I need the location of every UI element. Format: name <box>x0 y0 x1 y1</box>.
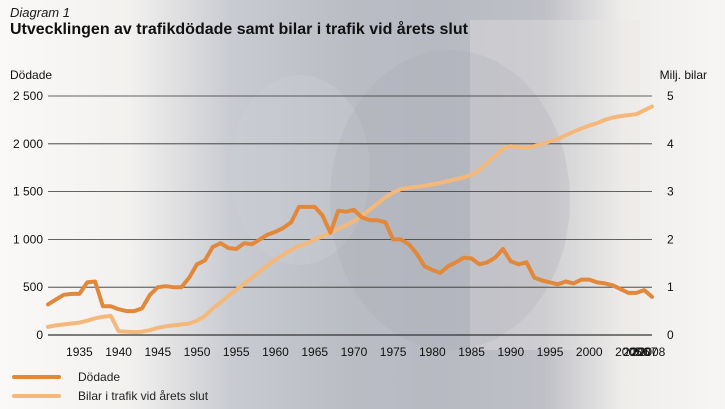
x-tick-label: 2007 <box>631 345 658 359</box>
x-tick-label: 1945 <box>144 345 171 359</box>
x-tick-label: 2006 <box>623 345 650 359</box>
chart-title: Utvecklingen av trafikdödade samt bilar … <box>10 21 468 38</box>
x-tick-label: 2005 <box>615 345 642 359</box>
x-tick-label: 1935 <box>66 345 93 359</box>
series-line-dodade <box>46 204 654 314</box>
x-tick-label: 1995 <box>537 345 564 359</box>
y-tick-label-left: 500 <box>23 280 43 294</box>
chart-header: Diagram 1 Utvecklingen av trafikdödade s… <box>10 5 468 39</box>
x-tick-label: 1950 <box>184 345 211 359</box>
y-axis-right-label: Milj. bilar <box>660 68 707 82</box>
x-tick-label: 2008 <box>639 345 666 359</box>
x-tick-label: 1980 <box>419 345 446 359</box>
y-tick-label-left: 0 <box>36 328 43 342</box>
chart-subtitle: Diagram 1 <box>10 5 70 20</box>
legend-label-dodade: Dödade <box>78 369 121 384</box>
legend-label-bilar: Bilar i trafik vid årets slut <box>78 388 209 403</box>
y-tick-label-left: 1 000 <box>13 232 43 246</box>
series-line-bilar <box>46 104 654 335</box>
x-tick-label: 1965 <box>301 345 328 359</box>
y-tick-label-right: 2 <box>667 232 674 246</box>
x-tick-label: 1975 <box>380 345 407 359</box>
x-tick-label: 1990 <box>497 345 524 359</box>
chart-legend: Dödade Bilar i trafik vid årets slut <box>12 367 208 405</box>
x-tick-label: 1960 <box>262 345 289 359</box>
y-tick-label-left: 2 000 <box>13 137 43 151</box>
x-tick-label: 1955 <box>223 345 250 359</box>
y-tick-label-right: 1 <box>667 280 674 294</box>
x-tick-label: 2000 <box>576 345 603 359</box>
x-tick-label: 1940 <box>105 345 132 359</box>
y-axis-left-label: Dödade <box>10 68 52 82</box>
y-tick-label-right: 4 <box>667 137 674 151</box>
y-tick-label-right: 5 <box>667 89 674 103</box>
y-tick-label-left: 2 500 <box>13 89 43 103</box>
legend-item-dodade: Dödade <box>12 367 208 386</box>
y-tick-label-left: 1 500 <box>13 185 43 199</box>
y-tick-label-right: 3 <box>667 185 674 199</box>
line-chart: Dödade Milj. bilar 0 0 500 1 1 000 2 1 500 3 2 000… <box>10 68 707 359</box>
legend-swatch-bilar <box>12 393 61 398</box>
legend-swatch-dodade <box>12 374 61 379</box>
legend-item-bilar: Bilar i trafik vid årets slut <box>12 386 208 405</box>
x-tick-label: 1970 <box>341 345 368 359</box>
x-tick-label: 1985 <box>458 345 485 359</box>
y-tick-label-right: 0 <box>667 328 674 342</box>
